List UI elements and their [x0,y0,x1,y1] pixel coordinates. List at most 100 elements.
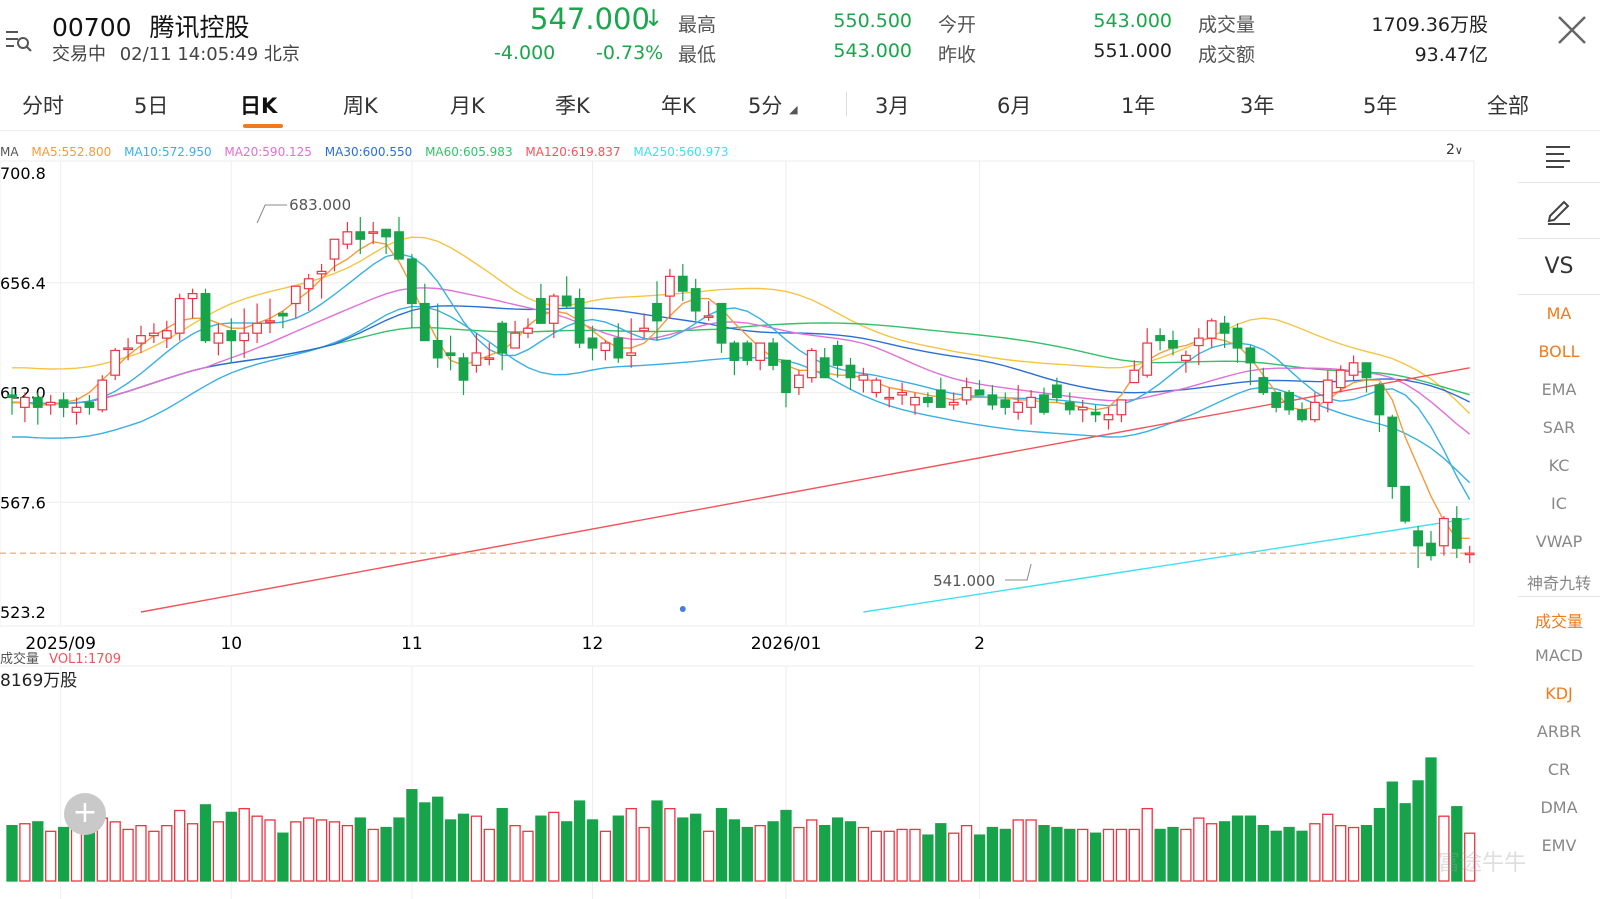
toolbox-item-kdj[interactable]: KDJ [1545,684,1573,703]
list-icon[interactable] [1544,144,1572,168]
pencil-icon[interactable] [1546,196,1572,226]
quote-label-open: 今开 [938,14,977,36]
candle [316,270,327,275]
candle [200,293,211,342]
tab-quarterly-k[interactable]: 季K [555,94,590,118]
toolbox-item-boll[interactable]: BOLL [1538,342,1580,361]
tab-1year[interactable]: 1年 [1121,94,1156,118]
volume-bar [315,819,328,882]
candle [819,357,830,379]
candle [884,396,895,400]
volume-bar [1425,757,1437,882]
volume-bar [612,815,624,882]
candle [161,330,172,339]
tab-all[interactable]: 全部 [1487,94,1529,118]
cursor-dot [679,606,686,612]
volume-bar [960,824,973,882]
candle [213,332,224,344]
volume-bar [857,826,870,882]
volume-title-label: 成交量 [0,652,40,667]
indicator-toolbox: VS MA BOLL EMA SAR KC IC VWAP 神奇九转 成交量 M… [1518,134,1600,899]
toolbox-item-arbr[interactable]: ARBR [1536,722,1582,741]
candle [1426,542,1436,557]
candle [226,330,237,342]
volume-bar [148,830,160,882]
tab-3month[interactable]: 3月 [875,94,910,118]
ma20-line [12,287,1471,435]
tab-monthly-k[interactable]: 月K [450,94,485,118]
volume-bar [883,830,895,882]
toolbox-item-cr[interactable]: CR [1547,760,1571,779]
add-indicator-button[interactable]: + [64,793,106,835]
candle [303,278,314,290]
tab-5day[interactable]: 5日 [134,94,169,118]
candle [742,342,753,361]
toolbox-item-emv[interactable]: EMV [1541,836,1577,855]
tab-5year[interactable]: 5年 [1363,94,1398,118]
candle [174,297,185,334]
volume-bar [1296,830,1308,882]
volume-bar [393,817,405,882]
volume-bar [1412,780,1424,882]
tab-3year[interactable]: 3年 [1240,94,1275,118]
toolbox-item-vwap[interactable]: VWAP [1535,532,1583,551]
candle [716,302,727,344]
volume-bar [1244,815,1257,882]
toolbox-item-macd[interactable]: MACD [1535,646,1583,665]
candle [871,379,882,394]
toolbox-item-td9[interactable]: 神奇九转 [1526,574,1591,593]
volume-bar [535,815,547,882]
candle [419,302,430,342]
volume-bar [1438,815,1450,882]
candle [84,401,95,408]
tab-5min[interactable]: 5分 ◢ [748,90,798,120]
quote-value-open: 543.000 [1093,10,1172,32]
x-tick-label: 11 [401,634,423,654]
price-change-pct: -0.73% [596,42,664,64]
volume-bar [522,830,534,882]
toolbox-item-vs[interactable]: VS [1544,254,1574,279]
toolbox-item-sar[interactable]: SAR [1542,418,1576,437]
tab-weekly-k[interactable]: 周K [343,94,378,118]
x-tick-label: 2025/09 [25,634,96,654]
volume-bar [1025,819,1037,882]
kline-chart[interactable]: 2025/09 10 11 12 2026/01 2700.8656.4612.0567.… [0,130,1480,899]
toolbox-item-ma[interactable]: MA [1546,304,1572,323]
toolbox-item-kc[interactable]: KC [1548,456,1570,475]
volume-bar [561,821,573,882]
ma-period-toggle[interactable]: 2∨ [1446,142,1463,158]
quote-label-high: 最高 [678,14,717,36]
volume-bar [586,819,599,882]
tab-intraday[interactable]: 分时 [22,94,64,118]
candle [1271,391,1282,408]
volume-bar [1089,832,1102,882]
tab-6month[interactable]: 6月 [997,94,1032,118]
candle [1438,517,1449,547]
volume-bar [754,824,766,882]
toolbox-item-dma[interactable]: DMA [1540,798,1578,817]
volume-bar [1283,826,1295,882]
candle [290,285,301,305]
volume-bar [225,811,237,882]
candle [845,364,856,379]
tab-daily-k[interactable]: 日K [240,94,278,118]
candle [497,322,508,354]
toolbox-item-ic[interactable]: IC [1551,494,1567,513]
price-panel-frame [0,160,1475,627]
menu-icon[interactable] [4,28,32,52]
candle [987,394,998,406]
volume-bar [1257,824,1269,882]
tab-yearly-k[interactable]: 年K [661,94,696,118]
candle [1077,406,1088,411]
candle [729,342,740,361]
x-tick-label: 12 [582,634,604,654]
candle [922,396,933,403]
candle [278,312,288,317]
toolbox-item-volume[interactable]: 成交量 [1534,612,1583,631]
toolbox-item-ema[interactable]: EMA [1541,380,1577,399]
ma-legend: MA MA5:552.800 MA10:572.950 MA20:590.125… [0,145,738,159]
volume-bar [251,815,263,882]
volume-bar [328,821,341,882]
tab-divider [846,92,847,116]
close-icon[interactable] [1556,14,1588,46]
